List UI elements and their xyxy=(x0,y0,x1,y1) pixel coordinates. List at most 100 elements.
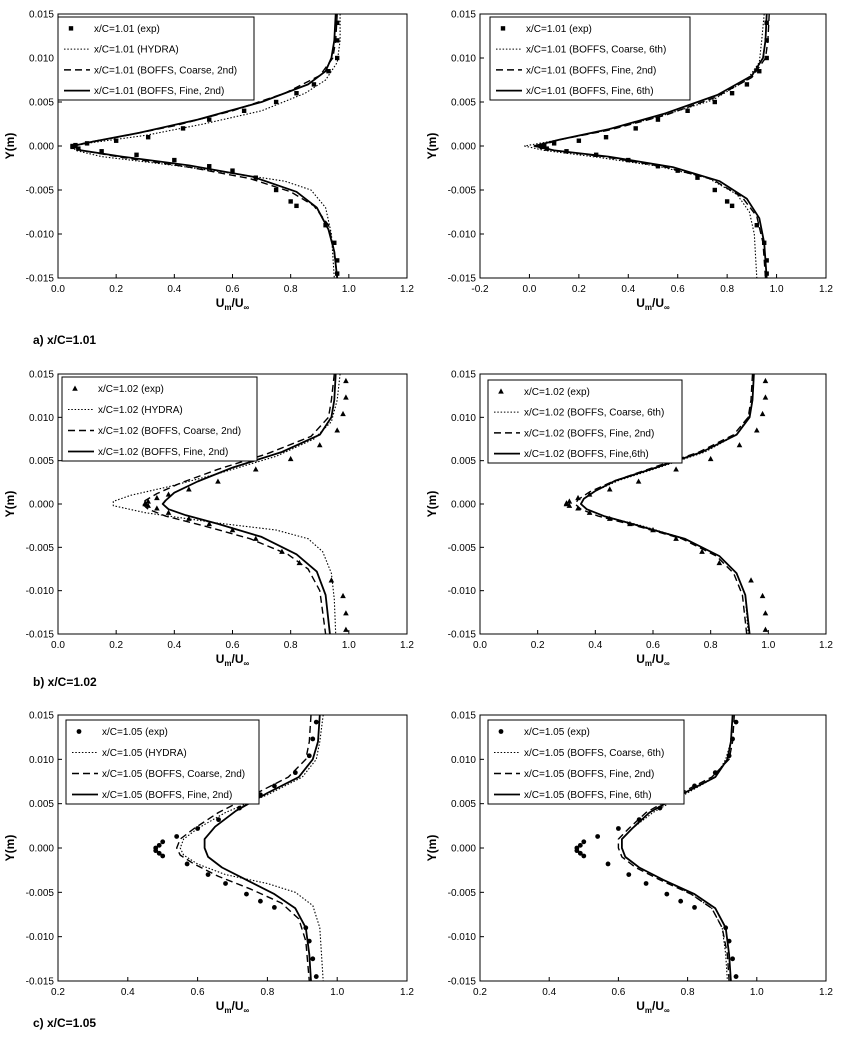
data-point xyxy=(603,135,609,140)
y-tick-label: -0.005 xyxy=(26,186,55,197)
legend-marker xyxy=(68,26,74,31)
y-tick-label: -0.010 xyxy=(26,586,55,597)
series-line-solid xyxy=(533,14,768,278)
data-point xyxy=(223,881,228,886)
legend: x/C=1.01 (exp) x/C=1.01 (BOFFS, Coarse, 6… xyxy=(489,16,691,101)
data-point xyxy=(633,126,638,131)
series-line-dashed xyxy=(176,715,312,981)
x-axis-label: Um/U∞ xyxy=(216,652,250,668)
legend-label: x/C=1.02 (exp) xyxy=(98,384,164,395)
y-axis-label: Y(m) xyxy=(3,491,17,518)
x-tick-label: 1.0 xyxy=(342,640,356,651)
legend-marker xyxy=(72,385,78,391)
data-point xyxy=(287,455,294,462)
data-point xyxy=(134,152,139,157)
series-line-solid xyxy=(580,374,755,634)
data-point xyxy=(595,834,601,839)
data-point xyxy=(271,783,277,789)
series-group xyxy=(563,374,769,634)
x-tick-label: 0.6 xyxy=(646,640,660,651)
x-tick-label: 0.0 xyxy=(51,640,65,651)
data-point xyxy=(551,141,557,146)
data-point xyxy=(241,108,247,113)
x-tick-label: 1.2 xyxy=(819,284,833,295)
legend-label: x/C=1.01 (HYDRA) xyxy=(94,45,179,56)
data-point xyxy=(145,502,151,508)
data-point xyxy=(230,168,235,173)
data-point xyxy=(733,974,739,979)
data-point xyxy=(685,108,690,113)
legend: x/C=1.02 (exp) x/C=1.02 (BOFFS, Coarse, 6… xyxy=(487,379,683,464)
legend-label: x/C=1.01 (BOFFS, Fine, 2nd) xyxy=(94,86,224,97)
legend: x/C=1.02 (exp) x/C=1.02 (HYDRA) x/C=1.02 (… xyxy=(61,376,258,462)
data-point xyxy=(673,466,679,472)
data-point xyxy=(160,853,166,859)
data-point xyxy=(335,55,340,61)
data-point xyxy=(762,394,769,400)
data-point xyxy=(215,478,221,484)
data-point xyxy=(692,905,697,910)
data-point xyxy=(184,861,190,867)
y-tick-label: -0.015 xyxy=(26,274,55,285)
series-line-dotted xyxy=(179,715,324,981)
data-point xyxy=(310,736,316,742)
data-point xyxy=(729,203,735,209)
legend-label: x/C=1.05 (BOFFS, Fine, 2nd) xyxy=(102,790,232,801)
data-point xyxy=(673,535,679,541)
y-axis-label: Y(m) xyxy=(425,835,439,862)
legend-label: x/C=1.05 (BOFFS, Coarse, 2nd) xyxy=(102,769,245,780)
x-tick-label: 1.0 xyxy=(330,987,344,998)
row-label-a: a) x/C=1.01 xyxy=(33,333,97,347)
series-line-dashed xyxy=(617,715,735,981)
x-tick-label: 0.4 xyxy=(167,284,181,295)
y-tick-label: 0.015 xyxy=(451,370,476,381)
x-tick-label: 1.2 xyxy=(400,284,414,295)
y-axis-label: Y(m) xyxy=(425,491,439,518)
x-tick-label: 1.2 xyxy=(819,987,833,998)
data-point xyxy=(335,38,340,43)
data-point xyxy=(195,826,201,831)
data-point xyxy=(186,486,192,492)
series-group xyxy=(153,715,324,981)
data-point xyxy=(343,610,349,616)
legend-label: x/C=1.02 (exp) xyxy=(524,387,590,398)
x-tick-label: 0.0 xyxy=(473,640,487,651)
legend-label: x/C=1.05 (exp) xyxy=(524,727,590,738)
data-point xyxy=(626,872,632,877)
data-point xyxy=(340,410,346,417)
y-tick-label: 0.005 xyxy=(29,98,54,109)
chart-a-right: -0.2 0.0 0.2 0.4 0.6 0.8 1.0 1.2 -0.015 -0.010 -0.… xyxy=(425,10,833,313)
legend-box xyxy=(65,719,260,805)
data-point xyxy=(605,861,611,867)
chart-b-right: 0.0 0.2 0.4 0.6 0.8 1.0 1.2 -0.015 -0.010 -0.005 0… xyxy=(425,370,833,669)
y-tick-label: 0.005 xyxy=(29,456,54,467)
data-point xyxy=(216,817,221,823)
y-tick-label: 0.010 xyxy=(29,413,54,424)
legend-box xyxy=(487,719,685,805)
x-tick-label: 1.2 xyxy=(400,987,414,998)
x-tick-label: 0.8 xyxy=(720,284,734,295)
data-point xyxy=(762,610,769,616)
legend-box xyxy=(61,376,258,462)
y-tick-label: 0.000 xyxy=(451,142,476,153)
row-label-b: b) x/C=1.02 xyxy=(33,675,97,689)
y-tick-label: 0.005 xyxy=(451,799,476,810)
data-point xyxy=(165,491,172,497)
series-line-dashed xyxy=(141,374,335,634)
legend-label: x/C=1.02 (HYDRA) xyxy=(98,405,183,416)
data-point xyxy=(764,258,769,263)
data-point xyxy=(335,20,340,25)
x-tick-label: 0.4 xyxy=(167,640,181,651)
y-tick-label: -0.010 xyxy=(26,230,55,241)
x-tick-label: 0.8 xyxy=(284,284,298,295)
data-point xyxy=(99,149,104,154)
y-tick-label: -0.005 xyxy=(26,543,55,554)
x-tick-label: 0.2 xyxy=(109,284,123,295)
y-tick-label: -0.010 xyxy=(26,932,55,943)
data-point xyxy=(574,848,580,854)
series-line-dashed xyxy=(538,14,770,278)
x-tick-label: 0.6 xyxy=(671,284,685,295)
x-tick-label: 0.4 xyxy=(621,284,635,295)
data-point xyxy=(707,455,714,462)
data-point xyxy=(736,442,743,448)
